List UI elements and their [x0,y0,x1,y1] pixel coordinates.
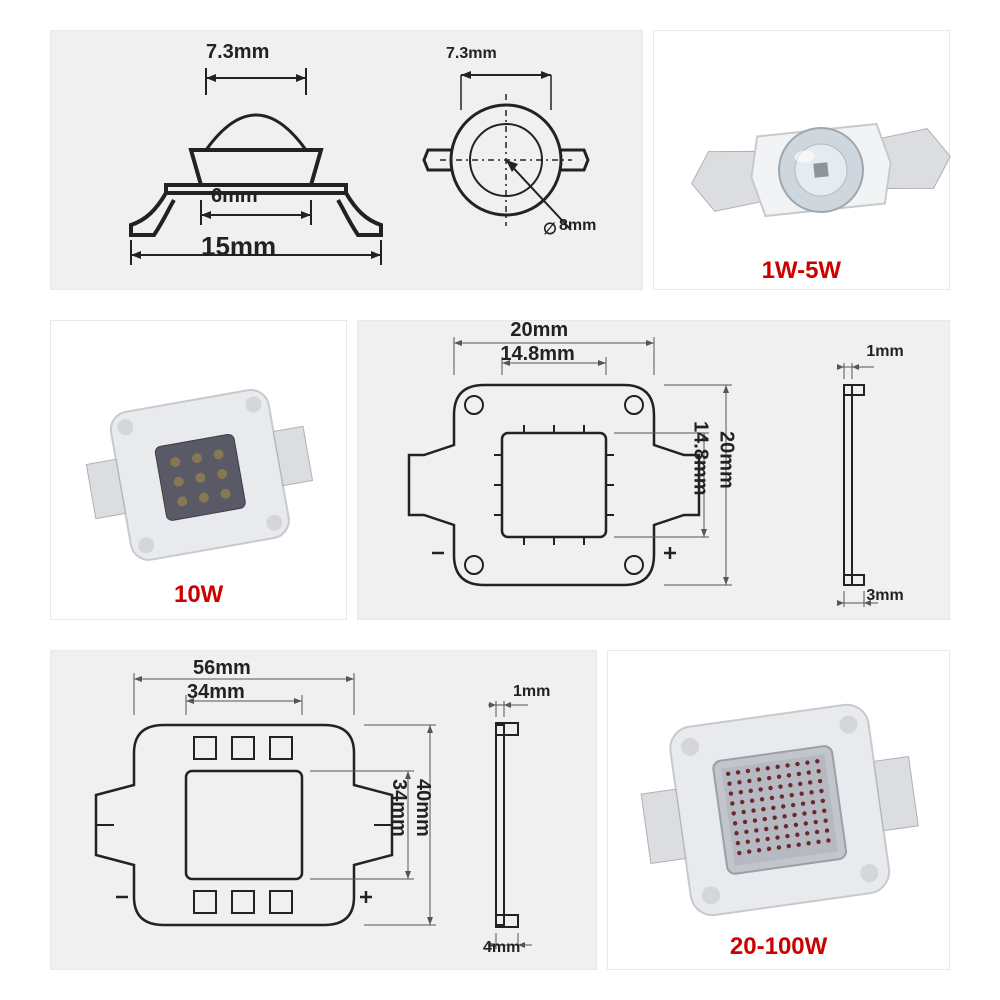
photo-20-100w [619,675,939,945]
panel-1w5w-diagram: 7.3mm 6mm 15mm 7.3mm ∅ 8mm [50,30,643,290]
label-100w-outerh: 40mm [411,779,434,837]
row-20-100w: 56mm 34mm 40mm 34mm 1mm 4mm [50,650,950,970]
label-8mm: 8mm [559,217,596,235]
label-diam-sym: ∅ [543,219,557,239]
caption-1w5w: 1W-5W [762,257,842,285]
label-100w-outerw: 56mm [193,657,251,680]
panel-20-100w-diagram: 56mm 34mm 40mm 34mm 1mm 4mm [50,650,597,970]
panel-10w-photo: 10W [50,320,347,620]
label-10w-outerh: 20mm [714,431,737,489]
row-1w5w: 7.3mm 6mm 15mm 7.3mm ∅ 8mm 1W-5W [50,30,950,290]
label-10w-1mm: 1mm [866,343,903,361]
label-100w-innerh: 34mm [387,779,410,837]
label-10w-innerh: 14.8mm [688,421,711,496]
panel-10w-diagram: 20mm 14.8mm 20mm 14.8mm 1mm 3mm [357,320,950,620]
label-10w-3mm: 3mm [866,587,903,605]
panel-20-100w-photo: 20-100W [607,650,950,970]
label-15mm: 15mm [201,231,276,262]
photo-1w5w [661,60,941,260]
label-100w-innerw: 34mm [187,681,245,704]
photo-10w [59,350,339,590]
label-7.3mm-top: 7.3mm [446,45,497,63]
label-6mm: 6mm [211,185,258,208]
label-10w-innerw: 14.8mm [500,343,575,366]
row-10w: 10W [50,320,950,620]
caption-10w: 10W [174,581,223,609]
label-7.3mm-side: 7.3mm [206,41,269,64]
label-10w-outerw: 20mm [510,319,568,342]
panel-1w5w-photo: 1W-5W [653,30,950,290]
label-100w-4mm: 4mm [483,939,520,957]
caption-20-100w: 20-100W [730,933,827,961]
label-100w-1mm: 1mm [513,683,550,701]
